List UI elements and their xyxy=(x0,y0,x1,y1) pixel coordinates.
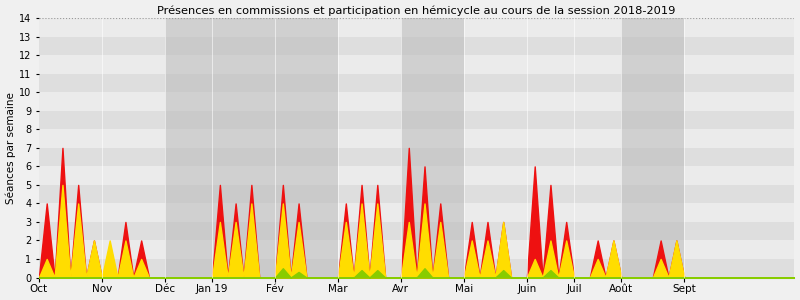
Bar xyxy=(622,18,684,278)
Bar xyxy=(39,111,794,129)
Bar xyxy=(39,18,794,37)
Bar xyxy=(401,18,464,278)
Bar xyxy=(39,167,794,185)
Bar xyxy=(39,37,794,55)
Bar xyxy=(39,241,794,259)
Y-axis label: Séances par semaine: Séances par semaine xyxy=(6,92,16,204)
Bar xyxy=(39,74,794,92)
Bar xyxy=(39,92,794,111)
Bar xyxy=(39,148,794,167)
Title: Présences en commissions et participation en hémicycle au cours de la session 20: Présences en commissions et participatio… xyxy=(158,6,676,16)
Bar xyxy=(165,18,212,278)
Bar xyxy=(39,203,794,222)
Bar xyxy=(39,259,794,278)
Bar xyxy=(39,55,794,74)
Bar xyxy=(39,129,794,148)
Bar xyxy=(39,185,794,203)
Bar xyxy=(212,18,338,278)
Bar xyxy=(39,222,794,241)
